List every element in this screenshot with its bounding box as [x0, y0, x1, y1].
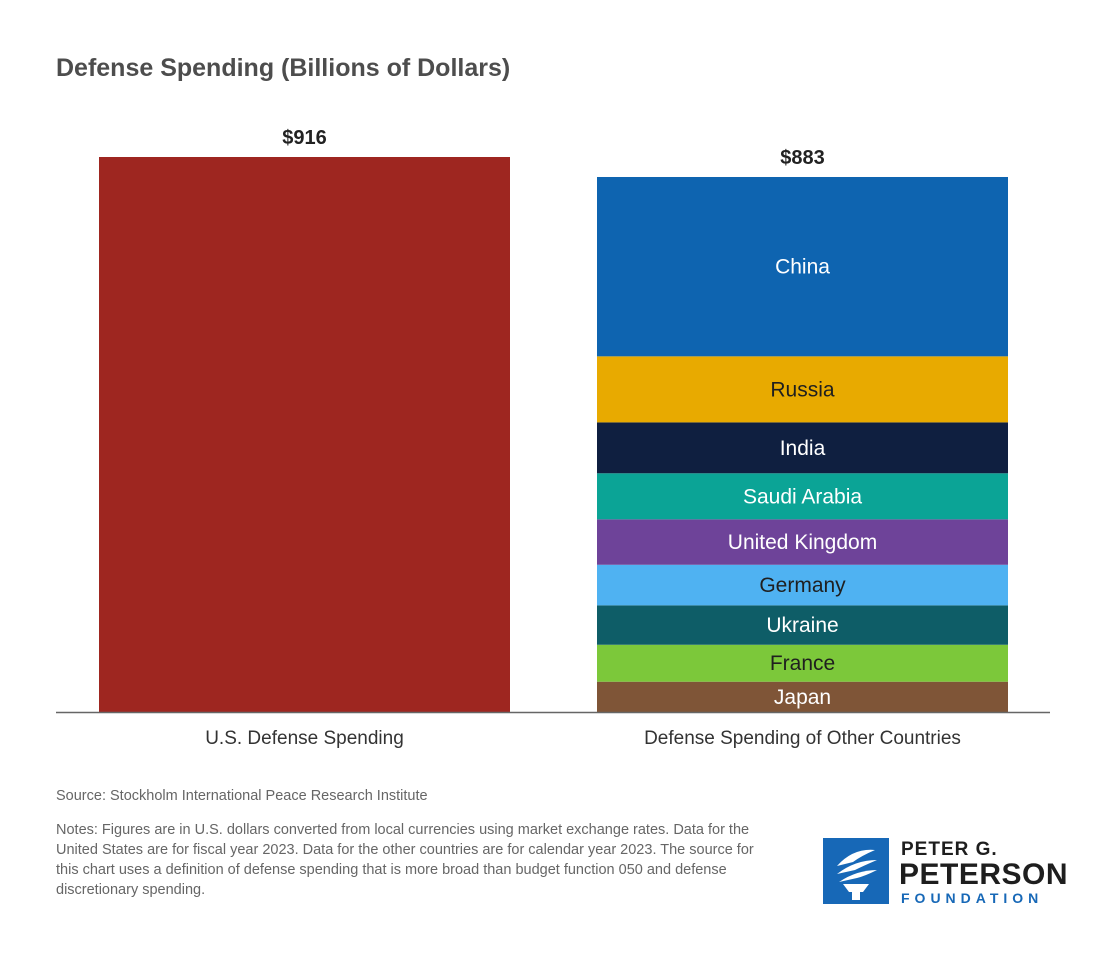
segment-label-saudi-arabia: Saudi Arabia: [743, 485, 862, 508]
bar-segment-u-s: [99, 157, 510, 712]
bar-segment-india: [597, 422, 1008, 474]
segment-label-japan: Japan: [774, 686, 831, 709]
segment-label-russia: Russia: [770, 378, 835, 401]
bar-segment-china: [597, 176, 1008, 357]
segment-label-ukraine: Ukraine: [766, 614, 838, 637]
category-label-0: U.S. Defense Spending: [205, 728, 404, 749]
torch-icon: [823, 838, 889, 904]
category-label-1: Defense Spending of Other Countries: [644, 728, 961, 749]
bar-segment-japan: [597, 681, 1008, 712]
value-label-1: $883: [780, 147, 825, 169]
bar-segment-united-kingdom: [597, 519, 1008, 565]
bar-segment-ukraine: [597, 605, 1008, 645]
bar-segment-france: [597, 644, 1008, 682]
peterson-foundation-logo: PETER G. PETERSON FOUNDATION: [823, 838, 1068, 910]
source-note: Source: Stockholm International Peace Re…: [56, 788, 428, 804]
segment-label-china: China: [775, 256, 830, 279]
bar-segment-russia: [597, 356, 1008, 423]
logo-text-line1: PETER G.: [901, 839, 998, 860]
segment-label-united-kingdom: United Kingdom: [728, 531, 877, 554]
segment-label-india: India: [780, 437, 826, 460]
defense-spending-chart: $916 U.S. Defense Spending Japan France Ukra…: [56, 127, 1050, 749]
bar-segment-germany: [597, 564, 1008, 606]
bar-segment-saudi-arabia: [597, 473, 1008, 520]
segment-label-germany: Germany: [759, 574, 846, 597]
chart-title: Defense Spending (Billions of Dollars): [56, 54, 511, 82]
value-label-0: $916: [282, 127, 327, 149]
logo-text-line3: FOUNDATION: [901, 890, 1044, 906]
logo-text-line2: PETERSON: [899, 858, 1069, 891]
segment-label-france: France: [770, 652, 835, 675]
notes-text: Notes: Figures are in U.S. dollars conve…: [56, 822, 754, 898]
